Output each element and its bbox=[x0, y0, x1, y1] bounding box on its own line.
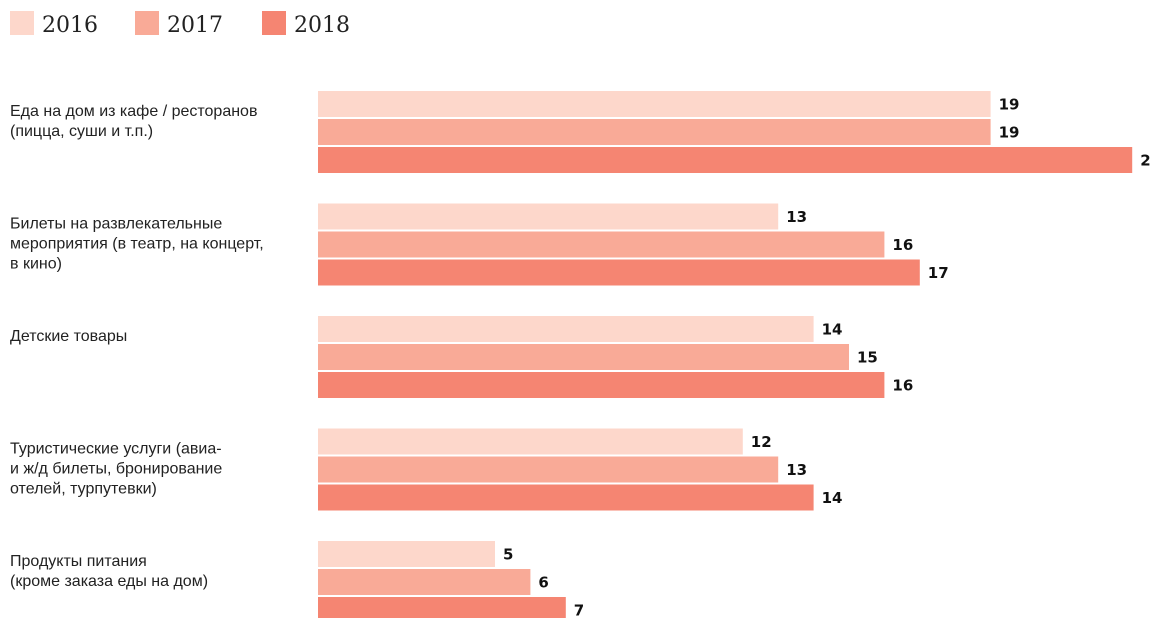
bar-2018 bbox=[318, 484, 814, 511]
value-labels: 19 19 23 13 16 17 14 15 16 12 13 14 5 6 7 bbox=[503, 96, 1151, 618]
bar-2016 bbox=[318, 541, 495, 567]
legend-label-2017: 2017 bbox=[167, 13, 223, 38]
legend-label-2018: 2018 bbox=[294, 13, 350, 38]
legend: 2016 2017 2018 bbox=[10, 11, 350, 38]
category-label-line: в кино) bbox=[10, 256, 62, 273]
value-label-2018: 17 bbox=[928, 264, 949, 282]
value-label-2018: 23 bbox=[1140, 152, 1151, 170]
category-label-line: (пицца, суши и т.п.) bbox=[10, 123, 153, 140]
category-label-line: Билеты на развлекательные bbox=[10, 216, 222, 233]
legend-label-2016: 2016 bbox=[42, 13, 98, 38]
value-label-2017: 13 bbox=[786, 461, 807, 479]
category-label: Туристические услуги (авиа-и ж/д билеты,… bbox=[10, 441, 222, 498]
category-label-line: Туристические услуги (авиа- bbox=[10, 441, 222, 458]
bar-2017 bbox=[318, 231, 885, 258]
bar-2018 bbox=[318, 597, 566, 618]
bar-2018 bbox=[318, 372, 885, 398]
category-label: Продукты питания (кроме заказа еды на дом… bbox=[10, 553, 208, 590]
value-label-2017: 15 bbox=[857, 349, 878, 367]
category-label-line: и ж/д билеты, бронирование bbox=[10, 461, 222, 478]
category-label-line: Детские товары bbox=[10, 328, 127, 345]
legend-swatch-2017 bbox=[135, 11, 159, 35]
value-label-2018: 16 bbox=[892, 377, 913, 395]
category-label-line: Продукты питания bbox=[10, 553, 147, 570]
bars bbox=[318, 91, 1133, 618]
bar-2016 bbox=[318, 91, 991, 117]
bar-2017 bbox=[318, 569, 531, 595]
category-label: Билеты на развлекательные мероприятия (в … bbox=[10, 216, 264, 273]
bar-2017 bbox=[318, 344, 849, 370]
legend-swatch-2016 bbox=[10, 11, 34, 35]
bar-2016 bbox=[318, 428, 743, 455]
value-label-2016: 14 bbox=[822, 321, 843, 339]
value-label-2017: 6 bbox=[538, 574, 548, 592]
bar-2017 bbox=[318, 456, 779, 483]
value-label-2016: 19 bbox=[999, 96, 1020, 114]
value-label-2016: 12 bbox=[751, 433, 772, 451]
category-label-line: мероприятия (в театр, на концерт, bbox=[10, 236, 264, 253]
value-label-2018: 7 bbox=[574, 602, 584, 618]
value-label-2017: 19 bbox=[999, 124, 1020, 142]
value-label-2018: 14 bbox=[822, 489, 843, 507]
value-label-2016: 13 bbox=[786, 208, 807, 226]
bar-2018 bbox=[318, 259, 920, 286]
value-label-2016: 5 bbox=[503, 546, 513, 564]
legend-swatch-2018 bbox=[262, 11, 286, 35]
bar-2016 bbox=[318, 203, 779, 230]
category-label: Еда на дом из кафе / ресторанов (пицца, с… bbox=[10, 103, 257, 140]
bar-2017 bbox=[318, 119, 991, 145]
category-label-line: отелей, турпутевки) bbox=[10, 481, 157, 498]
bar-2016 bbox=[318, 316, 814, 342]
category-label-line: Еда на дом из кафе / ресторанов bbox=[10, 103, 257, 120]
category-labels: Еда на дом из кафе / ресторанов (пицца, с… bbox=[10, 103, 264, 590]
category-label-line: (кроме заказа еды на дом) bbox=[10, 573, 208, 590]
bar-2018 bbox=[318, 147, 1133, 173]
category-label: Детские товары bbox=[10, 328, 127, 345]
value-label-2017: 16 bbox=[892, 236, 913, 254]
